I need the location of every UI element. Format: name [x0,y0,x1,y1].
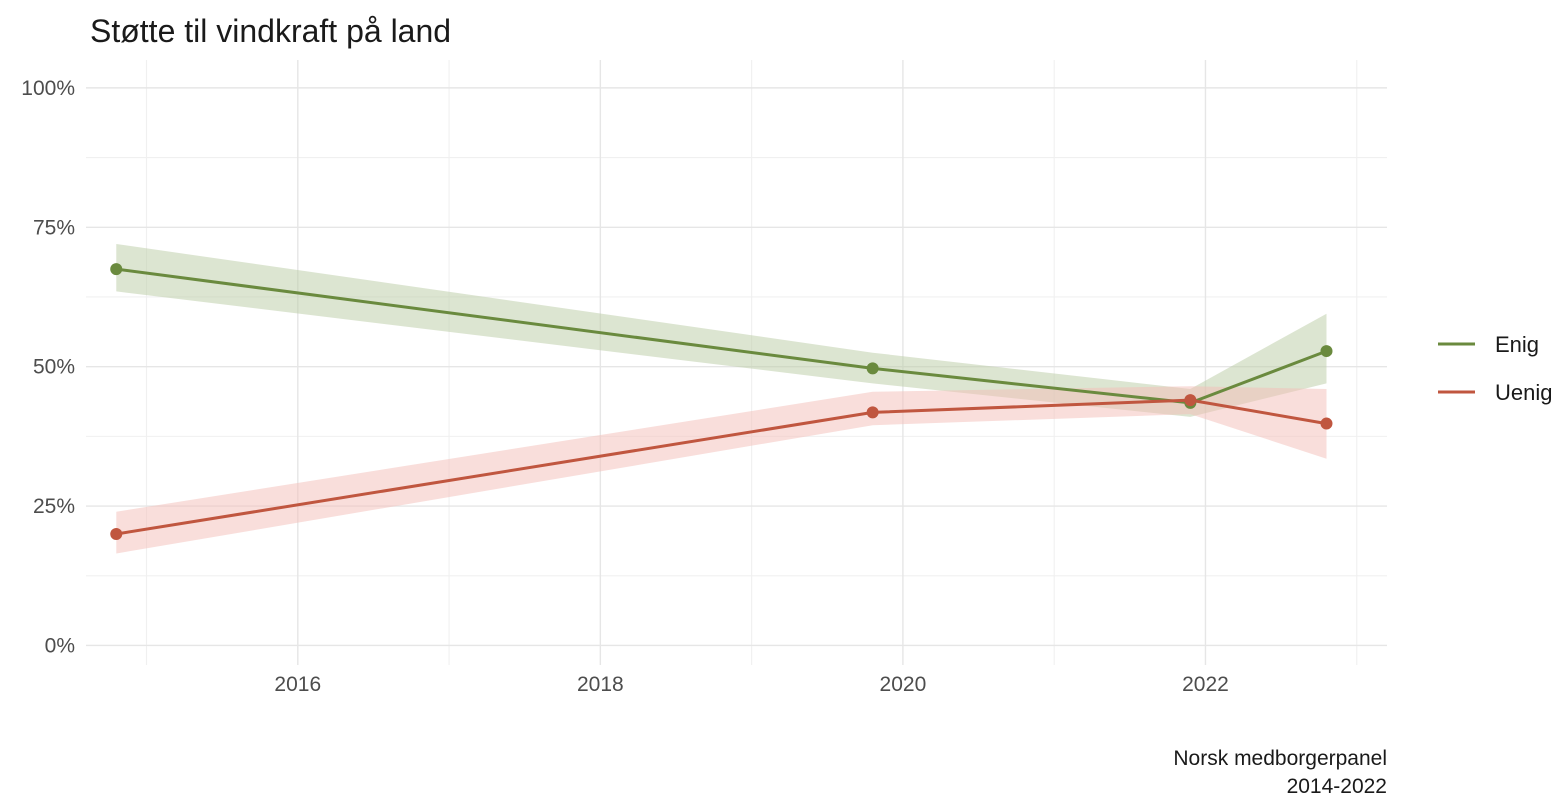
x-tick-label: 2018 [577,673,624,696]
y-tick-label: 25% [33,495,75,518]
legend: Enig Uenig [1438,332,1552,405]
data-points [110,263,1333,540]
x-tick-label: 2016 [274,673,321,696]
x-axis-ticks: 2016 2018 2020 2022 [274,673,1228,696]
legend-label-enig: Enig [1495,332,1539,357]
line-uenig [114,398,1328,536]
legend-label-uenig: Uenig [1495,380,1552,405]
point-enig [110,263,123,276]
x-tick-label: 2022 [1182,673,1229,696]
y-tick-label: 50% [33,356,75,379]
y-tick-label: 100% [21,77,75,100]
point-uenig [866,406,879,419]
point-enig [1320,345,1333,358]
band-enig [116,244,1327,417]
y-axis-ticks: 0% 25% 50% 75% 100% [21,77,75,658]
point-uenig [1184,394,1197,407]
point-enig [866,362,879,375]
point-uenig [1320,417,1333,430]
chart-title: Støtte til vindkraft på land [90,13,451,49]
grid [86,60,1387,665]
line-enig [114,267,1328,405]
y-tick-label: 0% [45,634,75,657]
x-tick-label: 2020 [880,673,927,696]
caption-line-2: 2014-2022 [1287,775,1387,798]
caption-line-1: Norsk medborgerpanel [1173,747,1387,770]
point-uenig [110,527,123,540]
series-lines [114,267,1328,536]
y-tick-label: 75% [33,216,75,239]
